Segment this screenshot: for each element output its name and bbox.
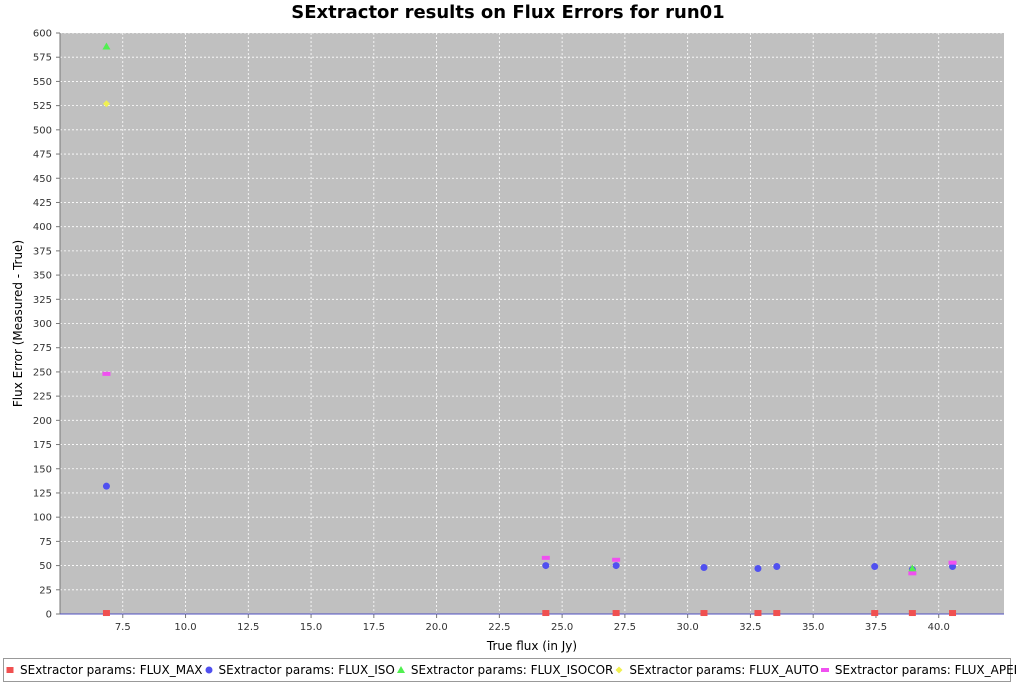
x-tick-label: 22.5 bbox=[488, 622, 510, 633]
y-tick-label: 400 bbox=[33, 222, 52, 233]
y-tick-label: 500 bbox=[33, 125, 52, 136]
series-rect bbox=[102, 371, 957, 576]
data-point bbox=[871, 610, 879, 617]
legend-marker-icon bbox=[613, 664, 625, 676]
y-tick-label: 150 bbox=[33, 464, 52, 475]
legend-marker bbox=[6, 667, 14, 673]
y-tick-label: 75 bbox=[39, 537, 52, 548]
legend-item: SExtractor params: FLUX_MAX bbox=[4, 663, 203, 677]
x-tick-label: 12.5 bbox=[237, 622, 259, 633]
x-tick-label: 30.0 bbox=[677, 622, 699, 633]
legend: SExtractor params: FLUX_MAX SExtractor pa… bbox=[3, 658, 1016, 682]
data-point bbox=[102, 100, 110, 108]
x-tick-label: 7.5 bbox=[115, 622, 131, 633]
legend-item: SExtractor params: FLUX_ISO bbox=[203, 663, 395, 677]
data-point bbox=[948, 560, 957, 565]
y-tick-label: 25 bbox=[39, 585, 52, 596]
y-tick-label: 175 bbox=[33, 440, 52, 451]
legend-marker bbox=[205, 666, 213, 674]
data-point bbox=[612, 610, 620, 617]
legend-label: SExtractor params: FLUX_APER bbox=[834, 663, 1016, 677]
data-point bbox=[612, 562, 620, 570]
x-tick-label: 20.0 bbox=[425, 622, 447, 633]
data-point bbox=[949, 563, 957, 571]
axes: 0 25 50 75 100 125 150 175 200 225 250 275 300 325 350… bbox=[33, 29, 1004, 633]
y-tick-label: 275 bbox=[33, 343, 52, 354]
y-tick-label: 0 bbox=[46, 610, 52, 621]
y-tick-label: 450 bbox=[33, 174, 52, 185]
x-tick-label: 17.5 bbox=[363, 622, 385, 633]
legend-label: SExtractor params: FLUX_ISOCOR bbox=[410, 663, 614, 677]
x-axis-label: True flux (in Jy) bbox=[486, 639, 577, 653]
legend-marker-icon bbox=[4, 664, 16, 676]
y-tick-label: 125 bbox=[33, 488, 52, 499]
y-tick-label: 525 bbox=[33, 101, 52, 112]
data-point bbox=[102, 42, 111, 50]
data-point bbox=[773, 610, 781, 617]
legend-label: SExtractor params: FLUX_AUTO bbox=[629, 663, 819, 677]
x-tick-label: 25.0 bbox=[551, 622, 573, 633]
data-points bbox=[102, 42, 957, 617]
y-tick-label: 300 bbox=[33, 319, 52, 330]
x-tick-label: 35.0 bbox=[802, 622, 824, 633]
y-tick-label: 325 bbox=[33, 295, 52, 306]
legend-marker bbox=[615, 666, 623, 674]
chart-title: SExtractor results on Flux Errors for ru… bbox=[291, 2, 725, 23]
y-tick-label: 375 bbox=[33, 246, 52, 257]
data-point bbox=[908, 610, 916, 617]
legend-label: SExtractor params: FLUX_MAX bbox=[20, 663, 203, 677]
y-tick-label: 475 bbox=[33, 150, 52, 161]
y-tick-label: 575 bbox=[33, 53, 52, 64]
y-axis-label: Flux Error (Measured - True) bbox=[11, 240, 25, 407]
x-tick-label: 15.0 bbox=[300, 622, 322, 633]
data-point bbox=[773, 563, 781, 571]
data-point bbox=[908, 564, 917, 572]
x-tick-label: 32.5 bbox=[739, 622, 761, 633]
data-point bbox=[102, 482, 110, 490]
y-tick-label: 200 bbox=[33, 416, 52, 427]
legend-marker-icon bbox=[203, 664, 215, 676]
series-triangle bbox=[102, 42, 917, 572]
legend-item: SExtractor params: FLUX_AUTO bbox=[613, 663, 819, 677]
data-point bbox=[949, 610, 957, 617]
data-point bbox=[542, 610, 550, 617]
data-point bbox=[700, 610, 708, 617]
y-tick-label: 100 bbox=[33, 513, 52, 524]
y-tick-label: 425 bbox=[33, 198, 52, 209]
y-tick-label: 50 bbox=[39, 561, 52, 572]
legend-marker bbox=[396, 666, 405, 673]
legend-item: SExtractor params: FLUX_ISOCOR bbox=[395, 663, 614, 677]
data-point bbox=[541, 555, 550, 560]
data-point bbox=[102, 610, 110, 617]
legend-marker-icon bbox=[819, 664, 831, 676]
data-point bbox=[612, 557, 621, 562]
data-point bbox=[871, 563, 879, 571]
data-point bbox=[908, 571, 917, 576]
y-tick-label: 225 bbox=[33, 392, 52, 403]
series-diamond bbox=[102, 100, 110, 108]
data-point bbox=[542, 562, 550, 570]
scatter-chart: 0 25 50 75 100 125 150 175 200 225 250 275 300 325 350… bbox=[11, 29, 1004, 653]
legend-marker bbox=[820, 668, 829, 672]
legend-marker-icon bbox=[395, 664, 407, 676]
data-point bbox=[700, 564, 708, 572]
y-tick-label: 250 bbox=[33, 367, 52, 378]
series-square bbox=[102, 610, 957, 617]
y-tick-label: 350 bbox=[33, 271, 52, 282]
data-point bbox=[754, 564, 762, 572]
data-point bbox=[102, 371, 111, 376]
y-tick-label: 600 bbox=[33, 29, 52, 40]
x-tick-label: 27.5 bbox=[614, 622, 636, 633]
x-tick-label: 37.5 bbox=[865, 622, 887, 633]
legend-item: SExtractor params: FLUX_APER bbox=[819, 663, 1016, 677]
x-tick-label: 40.0 bbox=[928, 622, 950, 633]
x-tick-label: 10.0 bbox=[174, 622, 196, 633]
data-point bbox=[754, 610, 762, 617]
legend-label: SExtractor params: FLUX_ISO bbox=[218, 663, 395, 677]
y-tick-label: 550 bbox=[33, 77, 52, 88]
